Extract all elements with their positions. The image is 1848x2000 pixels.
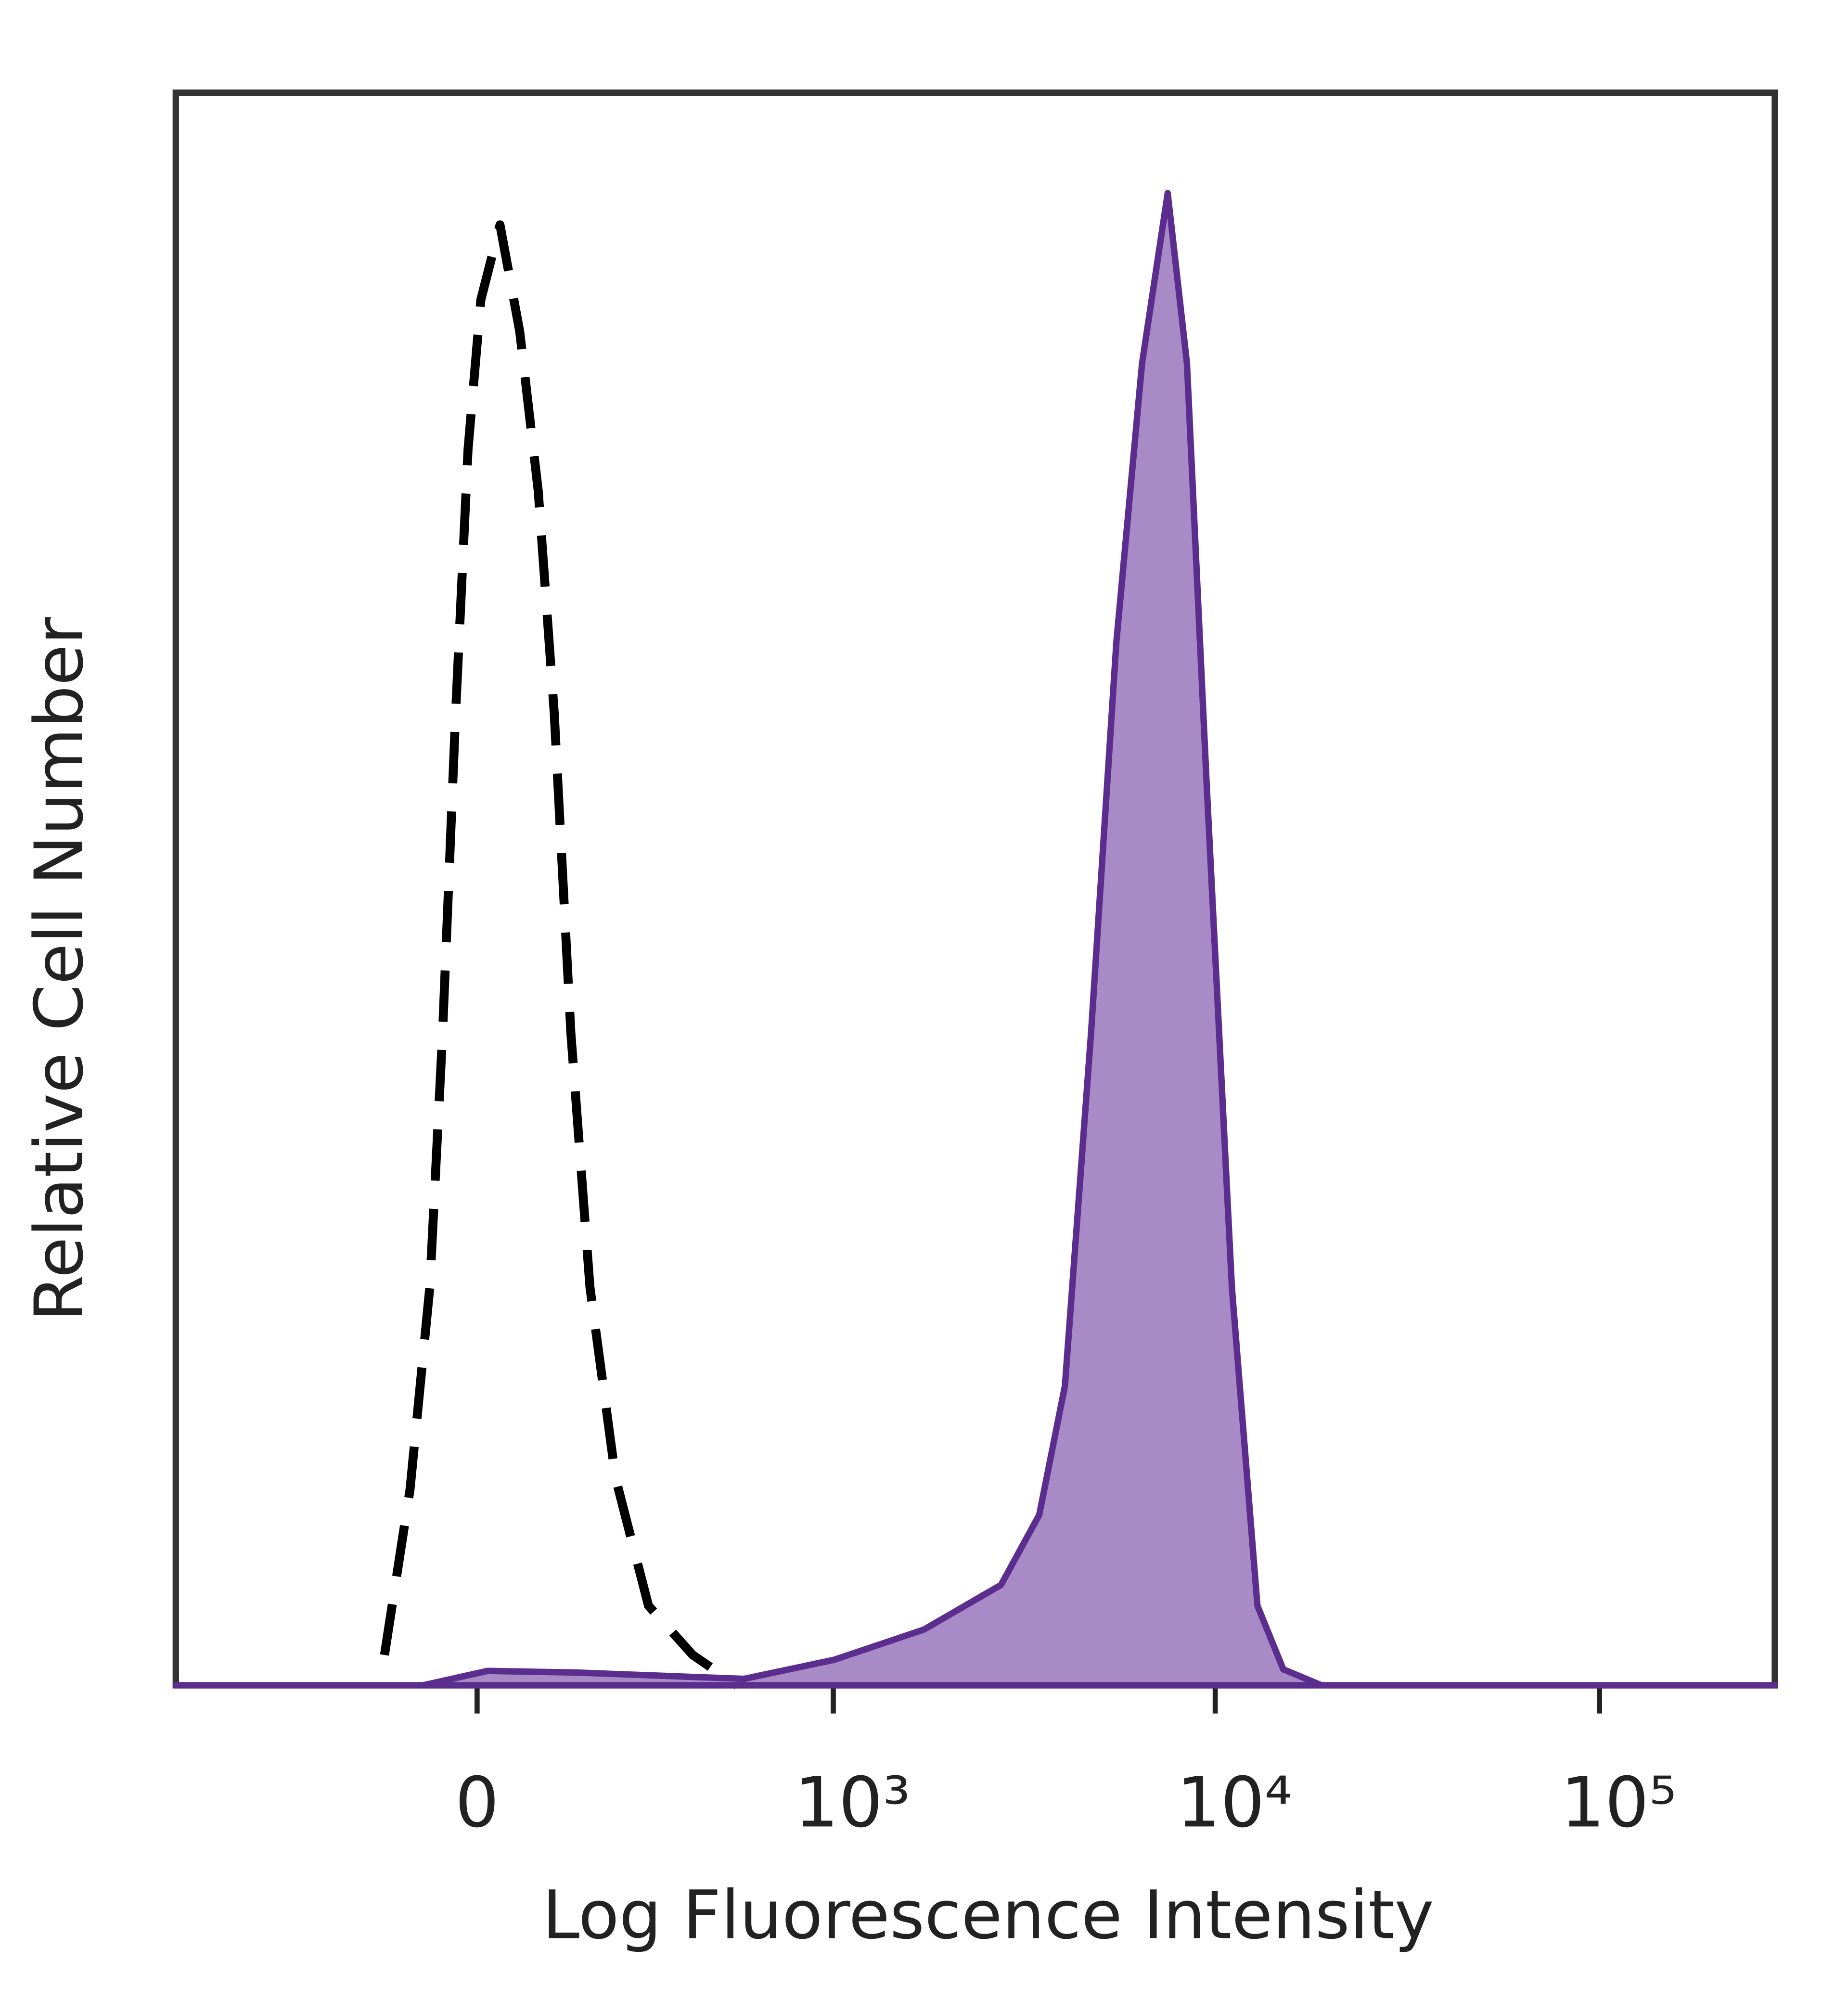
x-axis-title: Log Fluorescence Intensity — [542, 1876, 1434, 1954]
x-tick-label: 10⁵ — [1561, 1762, 1677, 1843]
y-axis-title: Relative Cell Number — [20, 617, 98, 1321]
x-tick-label: 10³ — [795, 1762, 911, 1843]
plot-frame — [172, 90, 1778, 1689]
x-tick-label: 0 — [455, 1762, 500, 1843]
histogram-line — [380, 220, 740, 1689]
x-tick-label: 10⁴ — [1177, 1762, 1293, 1843]
histogram-area — [172, 190, 1778, 1689]
